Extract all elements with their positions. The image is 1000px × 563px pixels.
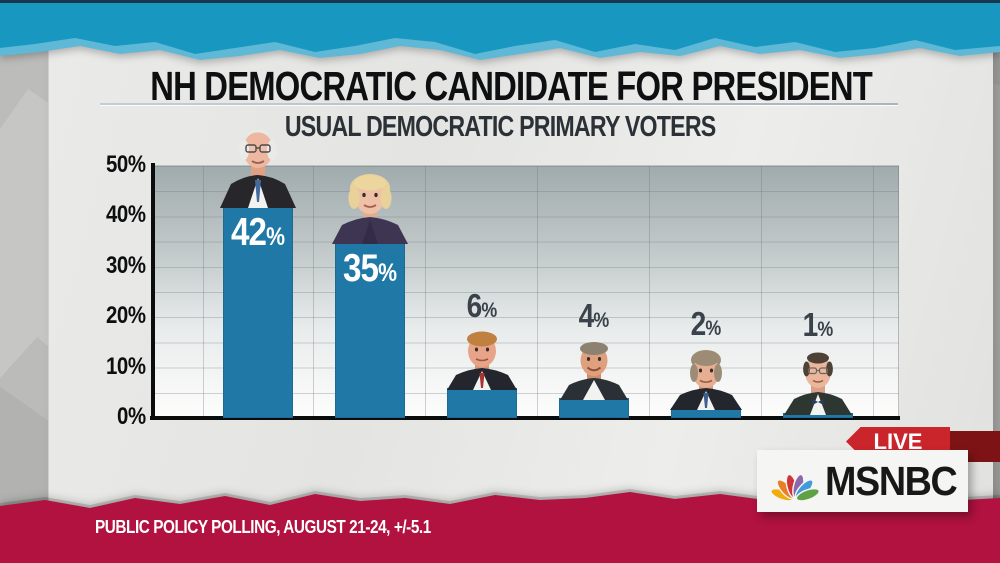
- bar-group-martin-omalley: 4%: [538, 166, 650, 418]
- bar-jim-webb: [447, 387, 517, 418]
- plot-area: 42% 35%: [155, 129, 899, 418]
- bar-group-lincoln-chafee: 2%: [650, 166, 762, 418]
- martin-omalley-photo: [558, 338, 630, 400]
- value-label-lincoln-chafee: 2%: [690, 304, 722, 342]
- bar-group-lawrence-lessig: 1%: [762, 166, 874, 418]
- value-label-lawrence-lessig: 1%: [802, 305, 834, 343]
- bar-lawrence-lessig: [783, 412, 853, 418]
- y-tick-40: 40%: [106, 201, 146, 228]
- vertical-gridline: [313, 166, 314, 418]
- bar-lincoln-chafee: [671, 407, 741, 418]
- live-label: LIVE: [873, 428, 923, 454]
- vertical-gridline: [537, 166, 538, 418]
- y-tick-10: 10%: [106, 353, 146, 380]
- x-axis-line: [150, 416, 900, 420]
- bernie-sanders-photo: [216, 120, 300, 209]
- nbc-peacock-icon: [770, 473, 821, 502]
- hillary-clinton-photo: [329, 170, 411, 244]
- bar-group-jim-webb: 6%: [426, 166, 538, 418]
- torn-paper-band-top: [0, 0, 1000, 60]
- bar-group-bernie-sanders: 42%: [202, 129, 314, 418]
- network-label: MSNBC: [825, 457, 958, 504]
- poll-source-text: PUBLIC POLICY POLLING, AUGUST 21-24, +/-…: [95, 517, 431, 537]
- chart-title: NH DEMOCRATIC CANDIDATE FOR PRESIDENT: [150, 63, 873, 109]
- y-tick-50: 50%: [106, 151, 146, 178]
- bar-martin-omalley: [559, 397, 629, 418]
- torn-paper-band-bottom: [0, 489, 1000, 563]
- bar-hillary-clinton: [335, 241, 405, 418]
- y-tick-20: 20%: [106, 302, 146, 329]
- vertical-gridline: [649, 166, 650, 418]
- jim-webb-photo: [445, 328, 519, 390]
- y-tick-0: 0%: [117, 403, 146, 430]
- bar-bernie-sanders: [223, 206, 293, 418]
- value-label-jim-webb: 6%: [466, 286, 498, 324]
- network-bug: MSNBC: [757, 450, 968, 512]
- value-label-bernie-sanders: 42%: [230, 211, 286, 255]
- value-label-hillary-clinton: 35%: [342, 246, 398, 290]
- chart-subtitle: USUAL DEMOCRATIC PRIMARY VOTERS: [284, 111, 716, 143]
- lincoln-chafee-photo: [668, 346, 744, 410]
- value-label-martin-omalley: 4%: [578, 296, 610, 334]
- vertical-gridline: [873, 166, 874, 418]
- y-axis-line: [151, 163, 155, 420]
- y-tick-30: 30%: [106, 252, 146, 279]
- vertical-gridline: [203, 166, 204, 418]
- title-underline: [100, 103, 898, 105]
- vertical-gridline: [761, 166, 762, 418]
- bar-group-hillary-clinton: 35%: [314, 166, 426, 418]
- vertical-gridline: [425, 166, 426, 418]
- lawrence-lessig-photo: [782, 347, 854, 415]
